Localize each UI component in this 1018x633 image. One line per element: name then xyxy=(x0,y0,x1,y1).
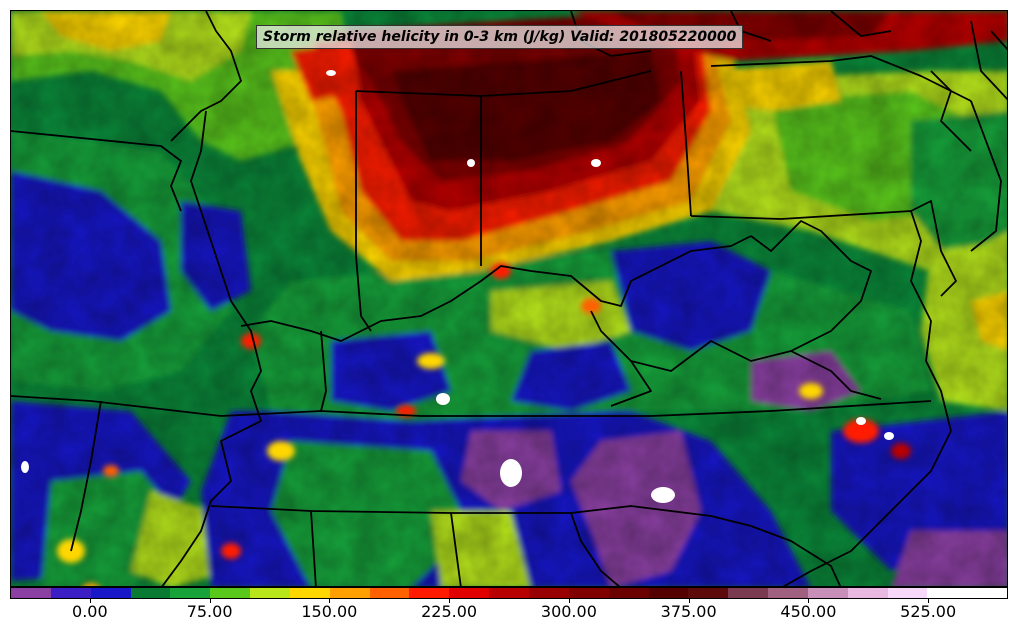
colorbar-tick-mark xyxy=(89,599,91,603)
colorbar-tick-label: 225.00 xyxy=(421,602,478,621)
map-panel: Storm relative helicity in 0-3 km (J/kg)… xyxy=(10,10,1008,587)
colorbar-segment xyxy=(688,588,729,598)
colorbar-segment xyxy=(887,588,928,598)
colorbar-segment xyxy=(648,588,689,598)
colorbar-segment xyxy=(489,588,529,598)
colorbar-ticks: 0.00 75.00 150.00 225.00 300.00 375.00 450.00 5… xyxy=(10,599,1008,629)
colorbar-segment xyxy=(50,588,91,598)
colorbar-tick-label: 150.00 xyxy=(301,602,358,621)
colorbar-segment xyxy=(927,588,968,598)
colorbar-tick-mark xyxy=(928,599,930,603)
colorbar-segment xyxy=(528,588,569,598)
colorbar-tick-label: 375.00 xyxy=(660,602,717,621)
colorbar-segment xyxy=(728,588,769,598)
map-title: Storm relative helicity in 0-3 km (J/kg)… xyxy=(256,25,744,49)
colorbar-segment xyxy=(210,588,251,598)
colorbar-tick-mark xyxy=(688,599,690,603)
colorbar-segment xyxy=(250,588,290,598)
colorbar-segment xyxy=(847,588,888,598)
colorbar-tick-label: 300.00 xyxy=(540,602,597,621)
colorbar-segment xyxy=(608,588,649,598)
colorbar-segment xyxy=(807,588,848,598)
colorbar xyxy=(10,587,1008,599)
colorbar-tick-label: 75.00 xyxy=(186,602,233,621)
colorbar-segment xyxy=(170,588,211,598)
colorbar-segment xyxy=(329,588,370,598)
colorbar-tick-mark xyxy=(329,599,331,603)
field-texture xyxy=(11,11,1007,586)
colorbar-tick-mark xyxy=(209,599,211,603)
colorbar-tick-mark xyxy=(568,599,570,603)
colorbar-segment xyxy=(768,588,808,598)
helicity-contour-map xyxy=(11,11,1007,586)
colorbar-segment xyxy=(11,588,51,598)
colorbar-tick-mark xyxy=(808,599,810,603)
state-boundaries xyxy=(11,11,1007,586)
extreme-spots xyxy=(21,70,894,503)
colorbar-segment xyxy=(289,588,330,598)
colorbar-tick-mark xyxy=(449,599,451,603)
colorbar-segment xyxy=(90,588,131,598)
colorbar-tick-label: 450.00 xyxy=(780,602,837,621)
colorbar-segment xyxy=(449,588,490,598)
colorbar-segment xyxy=(967,588,1008,598)
colorbar-tick-label: 525.00 xyxy=(900,602,957,621)
colorbar-tick-label: 0.00 xyxy=(72,602,108,621)
colorbar-segment xyxy=(409,588,450,598)
colorbar-segment xyxy=(369,588,410,598)
colorbar-segment xyxy=(130,588,171,598)
colorbar-segment xyxy=(568,588,609,598)
